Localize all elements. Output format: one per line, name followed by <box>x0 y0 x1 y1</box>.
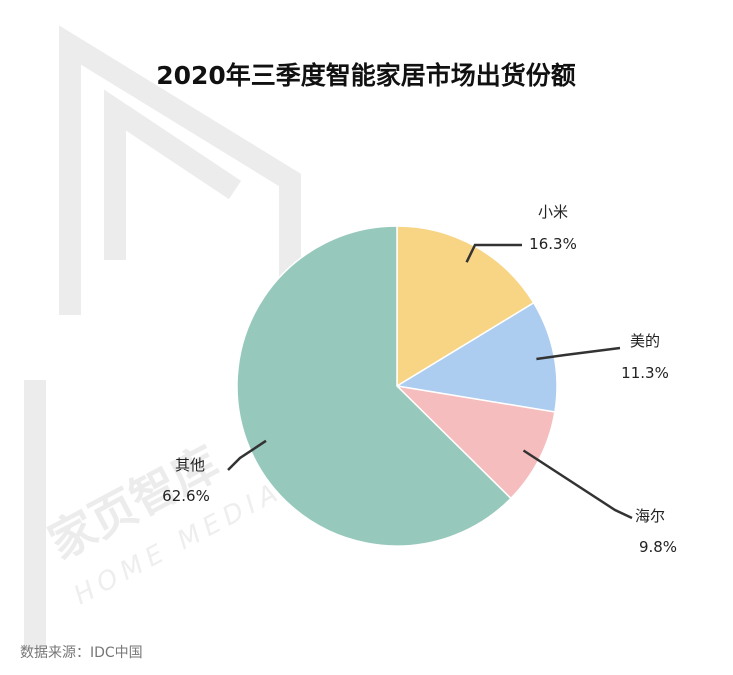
slice-name-label-4: 其他 <box>175 456 205 474</box>
chart-title: 2020年三季度智能家居市场出货份额 <box>156 61 576 90</box>
pie-slice-4[interactable] <box>236 225 512 547</box>
leader-line-3 <box>522 449 633 520</box>
slice-value-label-3: 9.8% <box>639 538 677 556</box>
pie-slice-3[interactable] <box>394 384 556 500</box>
slice-name-label-1: 小米 <box>538 203 568 221</box>
leader-line-4 <box>227 439 267 471</box>
slice-value-label-1: 16.3% <box>529 235 577 253</box>
leader-line-1 <box>465 243 522 263</box>
source-note: 数据来源：IDC中国 <box>20 645 143 661</box>
slice-name-label-3: 海尔 <box>635 507 665 525</box>
watermark-shape-inner <box>104 89 242 260</box>
slice-value-label-2: 11.3% <box>621 364 669 382</box>
leader-line-2 <box>536 346 621 361</box>
slice-value-label-4: 62.6% <box>162 487 210 505</box>
watermark-shape-outer <box>59 25 301 315</box>
pie-chart: 小米 16.3% 美的 11.3% 海尔 9.8% 其他 62.6% <box>162 203 677 556</box>
slice-name-label-2: 美的 <box>630 332 660 350</box>
